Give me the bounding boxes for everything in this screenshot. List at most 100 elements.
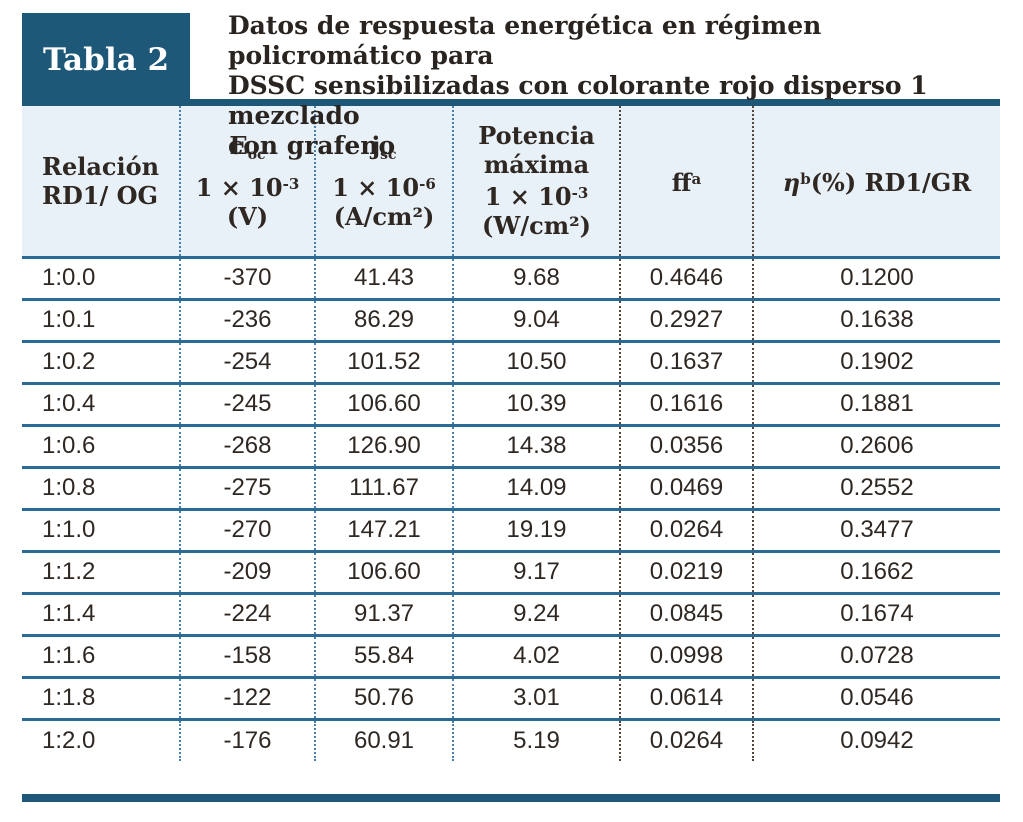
table-cell: -268 (179, 423, 315, 467)
table-cell: 1:0.8 (22, 465, 180, 509)
table-cell: 1:0.0 (22, 255, 180, 299)
table-cell: -254 (179, 339, 315, 383)
column-header-eoc: Eoc 1 × 10-3 (V) (179, 106, 315, 259)
table-cell: 0.1674 (752, 591, 1000, 635)
table-cell: -176 (179, 717, 315, 761)
table-cell: 1:2.0 (22, 717, 180, 761)
table-cell: 50.76 (314, 675, 453, 719)
table-cell: 0.2927 (619, 297, 753, 341)
table-cell: 0.0942 (752, 717, 1000, 761)
table-cell: 0.1881 (752, 381, 1000, 425)
table-cell: 0.0614 (619, 675, 753, 719)
table-row: 1:1.0 -270 147.21 19.19 0.0264 0.3477 (22, 507, 1000, 551)
table-row: 1:2.0 -176 60.91 5.19 0.0264 0.0942 (22, 717, 1000, 761)
table-cell: 1:0.6 (22, 423, 180, 467)
table-cell: 86.29 (314, 297, 453, 341)
table-bottom-border (22, 794, 1000, 802)
table-cell: 9.04 (452, 297, 620, 341)
table-cell: 19.19 (452, 507, 620, 551)
table-cell: 126.90 (314, 423, 453, 467)
table-row: 1:0.2 -254 101.52 10.50 0.1637 0.1902 (22, 339, 1000, 383)
header-row: Relación RD1/ OG Eoc 1 × 10-3 (V) jsc 1 … (22, 106, 1000, 259)
table-cell: 0.0998 (619, 633, 753, 677)
table-cell: 106.60 (314, 549, 453, 593)
table-cell: 101.52 (314, 339, 453, 383)
table-cell: 0.0264 (619, 717, 753, 761)
table-cell: 4.02 (452, 633, 620, 677)
table-cell: 9.68 (452, 255, 620, 299)
table-cell: 0.1902 (752, 339, 1000, 383)
table-cell: -158 (179, 633, 315, 677)
table-cell: 9.17 (452, 549, 620, 593)
table-title-line: con grafeno (228, 131, 396, 160)
column-header-ff: ffa (619, 106, 753, 259)
table-row: 1:0.6 -268 126.90 14.38 0.0356 0.2606 (22, 423, 1000, 467)
table-cell: 1:0.2 (22, 339, 180, 383)
table-cell: 1:1.0 (22, 507, 180, 551)
table-number-label: Tabla 2 (42, 41, 170, 78)
table-body: 1:0.0 -370 41.43 9.68 0.4646 0.1200 1:0.1 -236 8… (22, 255, 1000, 761)
table-cell: -275 (179, 465, 315, 509)
table-cell: 0.0728 (752, 633, 1000, 677)
table-cell: 1:1.8 (22, 675, 180, 719)
table-cell: 9.24 (452, 591, 620, 635)
table-row: 1:0.4 -245 106.60 10.39 0.1616 0.1881 (22, 381, 1000, 425)
data-table: Relación RD1/ OG Eoc 1 × 10-3 (V) jsc 1 … (22, 106, 1000, 761)
table-cell: -209 (179, 549, 315, 593)
table-cell: -245 (179, 381, 315, 425)
table-cell: 0.3477 (752, 507, 1000, 551)
table-cell: -224 (179, 591, 315, 635)
table-row: 1:1.4 -224 91.37 9.24 0.0845 0.1674 (22, 591, 1000, 635)
column-header-jsc: jsc 1 × 10-6 (A/cm²) (314, 106, 453, 259)
table-cell: 0.0356 (619, 423, 753, 467)
table-top-border (22, 99, 1000, 106)
table-cell: 0.4646 (619, 255, 753, 299)
table-cell: 0.2552 (752, 465, 1000, 509)
table-cell: 14.09 (452, 465, 620, 509)
table-row: 1:1.8 -122 50.76 3.01 0.0614 0.0546 (22, 675, 1000, 719)
table-cell: -122 (179, 675, 315, 719)
table-cell: 1:1.2 (22, 549, 180, 593)
table-cell: 0.2606 (752, 423, 1000, 467)
table-cell: 10.50 (452, 339, 620, 383)
column-header-potencia: Potencia máxima 1 × 10-3 (W/cm²) (452, 106, 620, 259)
table-row: 1:0.1 -236 86.29 9.04 0.2927 0.1638 (22, 297, 1000, 341)
table-title: Datos de respuesta energética en régimen… (228, 11, 1018, 161)
table-cell: 60.91 (314, 717, 453, 761)
table-cell: 106.60 (314, 381, 453, 425)
table-cell: 41.43 (314, 255, 453, 299)
table-row: 1:1.2 -209 106.60 9.17 0.0219 0.1662 (22, 549, 1000, 593)
table-cell: -270 (179, 507, 315, 551)
table-number-badge: Tabla 2 (22, 13, 190, 106)
table-cell: 0.1638 (752, 297, 1000, 341)
table-cell: 3.01 (452, 675, 620, 719)
table-cell: 0.0546 (752, 675, 1000, 719)
table-cell: 14.38 (452, 423, 620, 467)
table-cell: 91.37 (314, 591, 453, 635)
table-cell: 1:1.4 (22, 591, 180, 635)
table-cell: 1:0.4 (22, 381, 180, 425)
table-cell: 55.84 (314, 633, 453, 677)
table-cell: 1:0.1 (22, 297, 180, 341)
table-cell: 0.1662 (752, 549, 1000, 593)
table-row: 1:1.6 -158 55.84 4.02 0.0998 0.0728 (22, 633, 1000, 677)
table-cell: 1:1.6 (22, 633, 180, 677)
column-header-eta: ηb(%) RD1/GR (752, 106, 1000, 259)
table-cell: -236 (179, 297, 315, 341)
table-cell: 147.21 (314, 507, 453, 551)
table-cell: 0.1616 (619, 381, 753, 425)
table-cell: 0.0845 (619, 591, 753, 635)
table-cell: 10.39 (452, 381, 620, 425)
table-title-line: Datos de respuesta energética en régimen… (228, 11, 822, 70)
table-cell: 0.0264 (619, 507, 753, 551)
table-cell: -370 (179, 255, 315, 299)
table-cell: 5.19 (452, 717, 620, 761)
table-title-line: DSSC sensibilizadas con colorante rojo d… (228, 71, 928, 130)
column-header-relacion: Relación RD1/ OG (22, 106, 180, 259)
table-row: 1:0.8 -275 111.67 14.09 0.0469 0.2552 (22, 465, 1000, 509)
table-row: 1:0.0 -370 41.43 9.68 0.4646 0.1200 (22, 255, 1000, 299)
table-cell: 0.1200 (752, 255, 1000, 299)
table-cell: 0.1637 (619, 339, 753, 383)
table-cell: 0.0219 (619, 549, 753, 593)
